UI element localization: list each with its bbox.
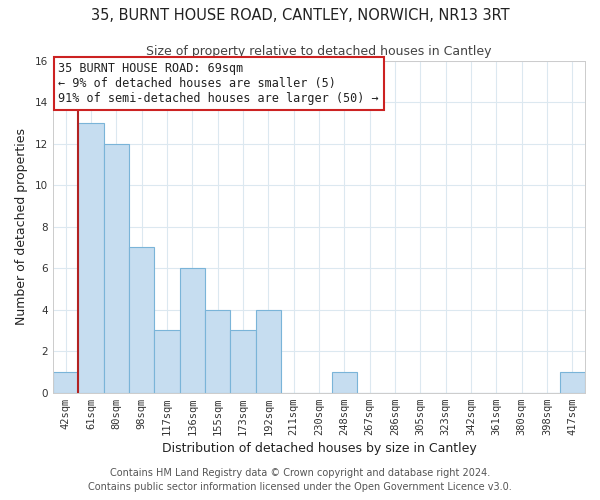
Bar <box>205 310 230 392</box>
Bar <box>129 248 154 392</box>
Bar <box>256 310 281 392</box>
Bar <box>53 372 79 392</box>
Text: 35 BURNT HOUSE ROAD: 69sqm
← 9% of detached houses are smaller (5)
91% of semi-d: 35 BURNT HOUSE ROAD: 69sqm ← 9% of detac… <box>58 62 379 105</box>
Bar <box>180 268 205 392</box>
X-axis label: Distribution of detached houses by size in Cantley: Distribution of detached houses by size … <box>161 442 476 455</box>
Text: Contains HM Land Registry data © Crown copyright and database right 2024.
Contai: Contains HM Land Registry data © Crown c… <box>88 468 512 492</box>
Bar <box>560 372 585 392</box>
Bar <box>104 144 129 392</box>
Text: 35, BURNT HOUSE ROAD, CANTLEY, NORWICH, NR13 3RT: 35, BURNT HOUSE ROAD, CANTLEY, NORWICH, … <box>91 8 509 22</box>
Bar <box>79 123 104 392</box>
Title: Size of property relative to detached houses in Cantley: Size of property relative to detached ho… <box>146 45 492 58</box>
Bar <box>332 372 357 392</box>
Bar <box>230 330 256 392</box>
Y-axis label: Number of detached properties: Number of detached properties <box>15 128 28 325</box>
Bar <box>154 330 180 392</box>
